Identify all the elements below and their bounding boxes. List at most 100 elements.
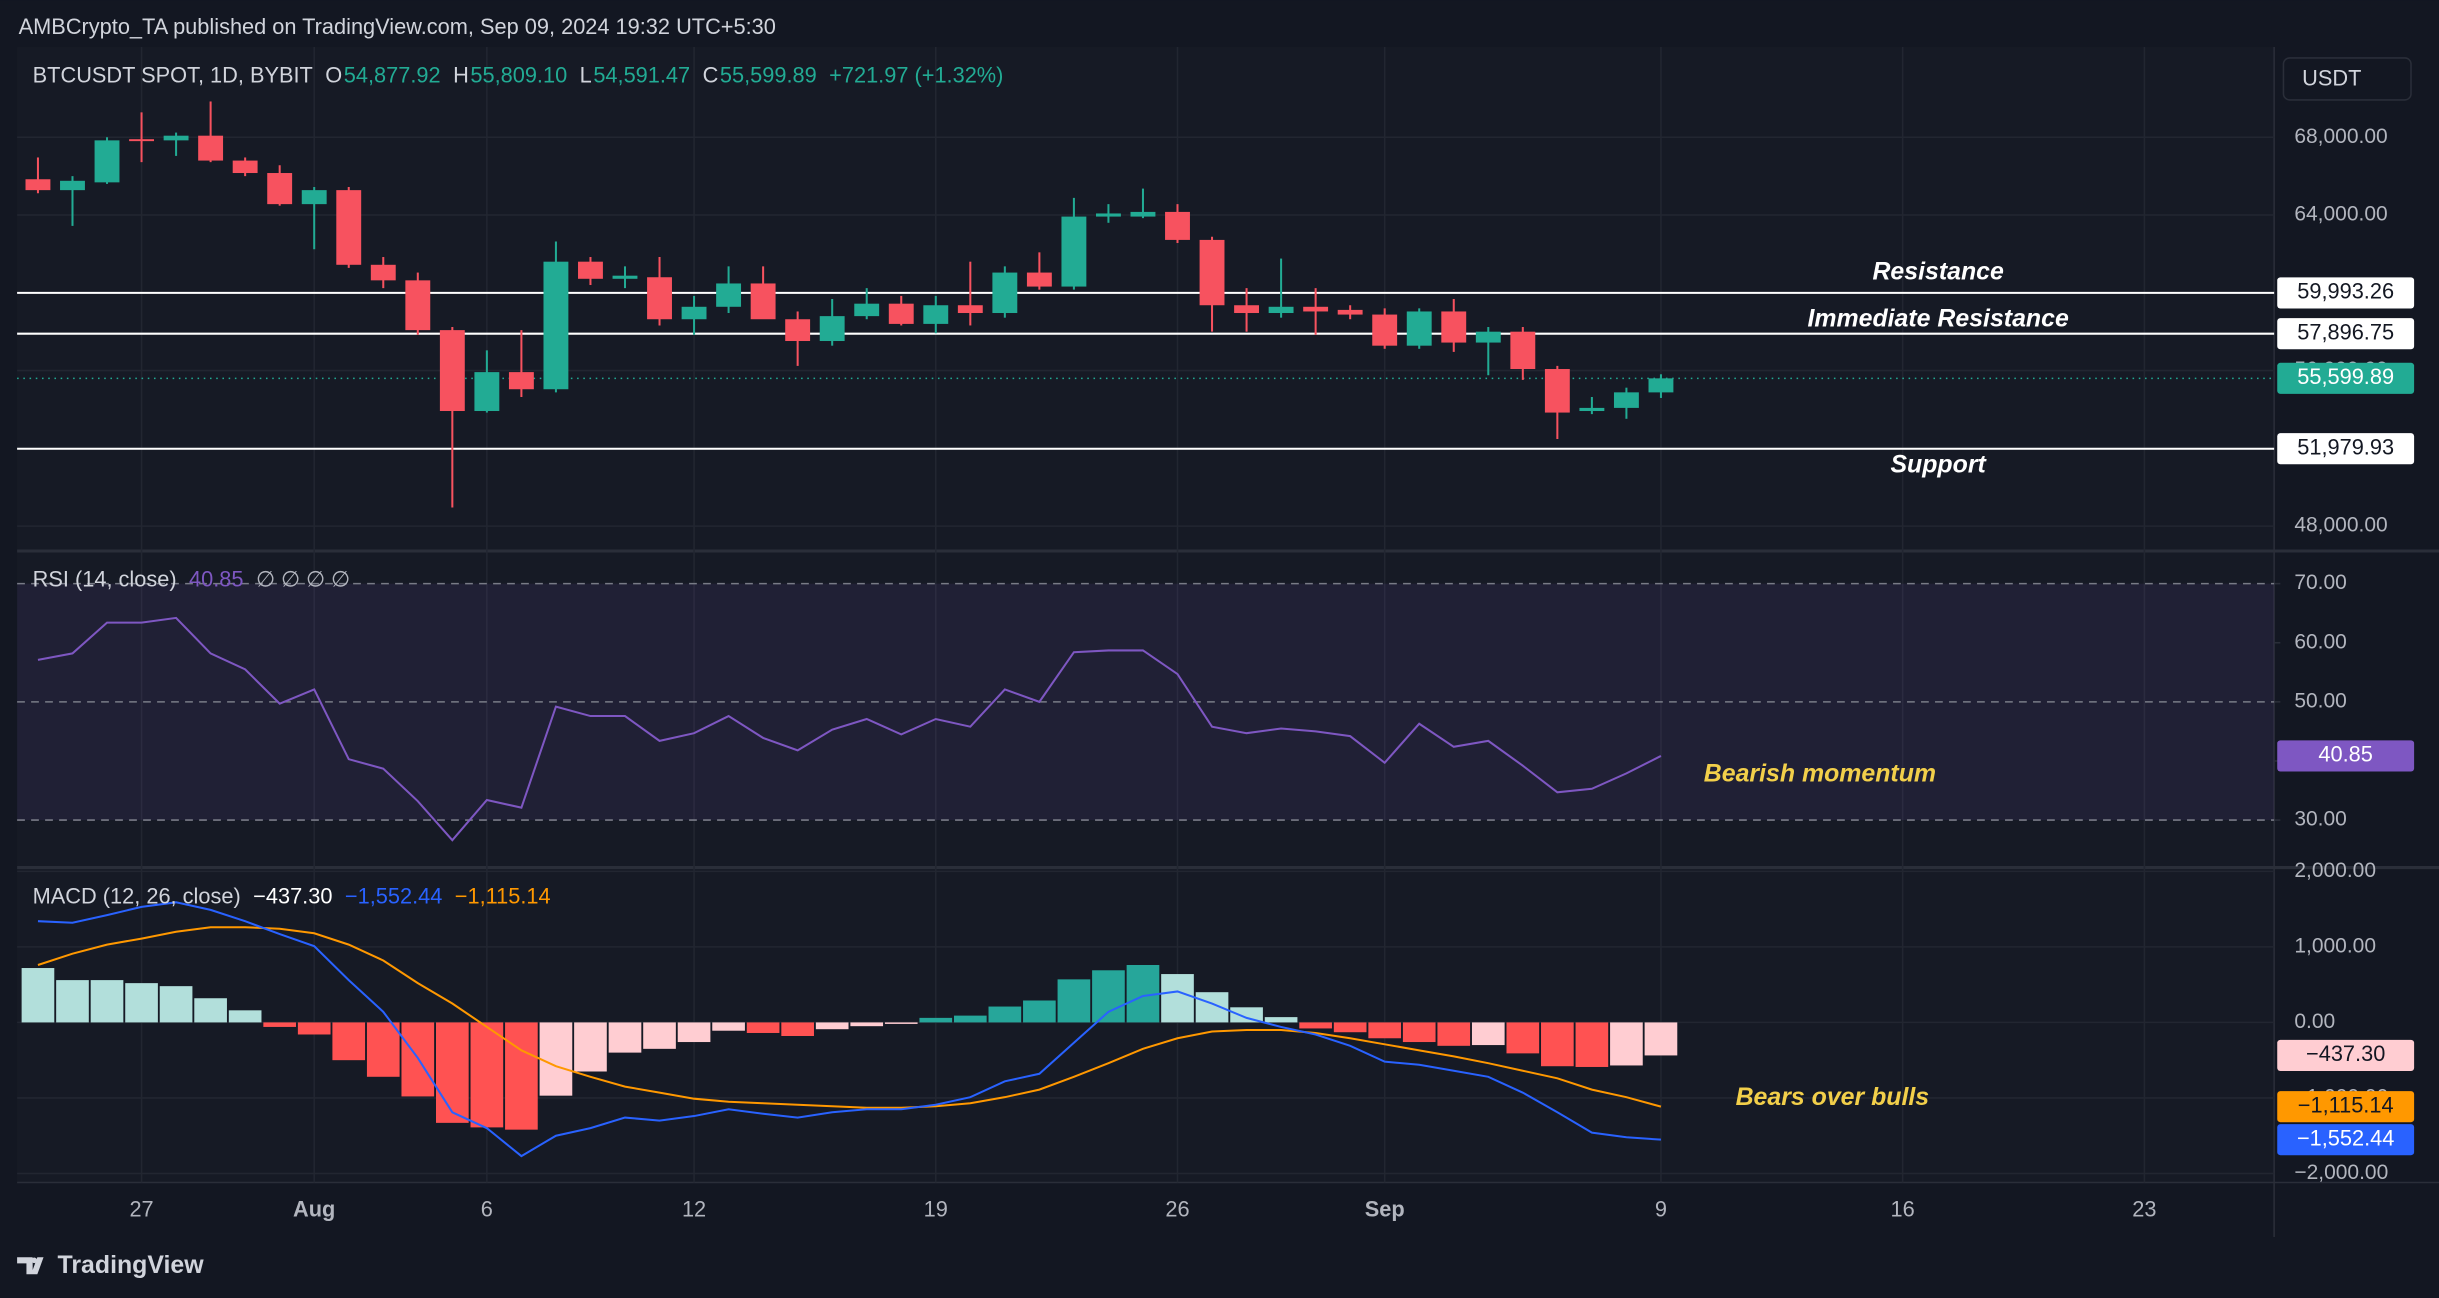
currency-label[interactable]: USDT — [2302, 65, 2361, 90]
candle-body — [1579, 407, 1605, 412]
candle-body — [1372, 314, 1398, 346]
macd-histogram-bar — [505, 1022, 538, 1130]
candle-body — [819, 316, 845, 342]
macd-legend: −1,552.44 — [345, 884, 442, 909]
axis-value-label: −1,552.44 — [2297, 1125, 2394, 1150]
y-tick-label: 60.00 — [2294, 630, 2347, 653]
candle-body — [232, 160, 258, 174]
candle-body — [1268, 306, 1294, 314]
brand-logo — [17, 1257, 44, 1275]
axis-value-box — [2277, 1039, 2415, 1071]
ohlc-key: O — [325, 62, 342, 87]
macd-histogram-bar — [1023, 1000, 1056, 1023]
candle-body — [1026, 272, 1052, 287]
macd-histogram-bar — [90, 980, 124, 1023]
macd-histogram-bar — [1299, 1022, 1332, 1029]
macd-histogram-bar — [643, 1022, 676, 1049]
annotation: Bearish momentum — [1704, 760, 1936, 788]
macd-legend: −437.30 — [253, 884, 332, 909]
x-tick-label: 26 — [1165, 1196, 1189, 1221]
candle-body — [1234, 305, 1260, 314]
candle-body — [1165, 211, 1190, 240]
macd-histogram-bar — [781, 1022, 814, 1037]
candle-body — [957, 305, 983, 314]
candle-body — [439, 330, 465, 412]
axis-value-box — [2277, 1091, 2415, 1123]
candle-body — [578, 261, 603, 279]
macd-histogram-bar — [712, 1022, 745, 1031]
axis-value-label: 51,979.93 — [2297, 434, 2394, 459]
candle-body — [1095, 213, 1121, 217]
macd-histogram-bar — [746, 1022, 780, 1033]
axis-value-box — [2277, 433, 2415, 465]
macd-histogram-bar — [194, 998, 227, 1023]
axis-value-label: 59,993.26 — [2297, 279, 2394, 304]
macd-histogram-bar — [1264, 1017, 1298, 1023]
candle-body — [888, 303, 914, 324]
macd-histogram-bar — [815, 1022, 849, 1030]
macd-histogram-bar — [1368, 1022, 1402, 1039]
macd-histogram-bar — [436, 1022, 469, 1123]
candle-body — [785, 319, 811, 342]
candle-body — [1648, 378, 1674, 393]
candle-body — [1475, 331, 1501, 343]
y-tick-label: 68,000.00 — [2294, 125, 2387, 148]
logo-dot — [31, 1257, 38, 1264]
y-tick-label: 64,000.00 — [2294, 203, 2387, 226]
axis-value-box — [2277, 362, 2415, 394]
axis-value-box — [2277, 318, 2415, 350]
macd-histogram-bar — [919, 1017, 953, 1023]
macd-legend: −1,115.14 — [455, 884, 551, 909]
macd-histogram-bar — [953, 1015, 987, 1023]
currency-button[interactable] — [2282, 57, 2412, 101]
x-tick-label: 9 — [1655, 1196, 1667, 1221]
logo-mark — [17, 1257, 44, 1275]
candle-body — [647, 277, 672, 320]
y-tick-label: 50.00 — [2294, 689, 2347, 712]
candle-body — [854, 303, 880, 317]
macd-histogram-bar — [297, 1022, 331, 1035]
candle-body — [1510, 331, 1536, 370]
x-tick-label: Sep — [1365, 1196, 1405, 1221]
candle-body — [301, 190, 327, 205]
candle-body — [405, 280, 431, 331]
ohlc-value: 55,809.10 — [470, 62, 567, 87]
macd-histogram-bar — [1402, 1022, 1436, 1043]
axis-value-label: 40.85 — [2318, 742, 2372, 767]
candle-body — [163, 135, 189, 141]
candle-body — [923, 305, 949, 324]
axis-value-label: 57,896.75 — [2297, 319, 2394, 344]
candle-body — [543, 261, 569, 390]
macd-histogram-bar — [125, 983, 158, 1023]
y-tick-label: 2,000.00 — [2294, 859, 2376, 882]
candle-body — [1441, 311, 1467, 343]
candle-body — [1337, 309, 1363, 315]
ohlc-key: L — [580, 62, 592, 87]
symbol-title: BTCUSDT SPOT, 1D, BYBIT — [33, 62, 313, 87]
candle-body — [60, 180, 85, 191]
x-tick-label: 23 — [2132, 1196, 2156, 1221]
ohlc-value: 54,877.92 — [344, 62, 441, 87]
axis-value-label: −437.30 — [2306, 1041, 2385, 1066]
candle-body — [612, 275, 638, 279]
macd-histogram-bar — [1092, 970, 1125, 1023]
price-change: +721.97 (+1.32%) — [829, 62, 1003, 87]
byline: AMBCrypto_TA published on TradingView.co… — [19, 14, 776, 39]
y-tick-label: 0.00 — [2294, 1010, 2335, 1033]
level-name: Resistance — [1872, 257, 2004, 285]
rsi-legend: RSI (14, close) — [33, 566, 177, 591]
candle-body — [1199, 239, 1225, 306]
x-tick-label: Aug — [293, 1196, 335, 1221]
candle-body — [508, 372, 534, 390]
macd-histogram-bar — [677, 1022, 711, 1043]
level-name: Immediate Resistance — [1807, 304, 2068, 332]
ohlc-value: 55,599.89 — [720, 62, 817, 87]
macd-line — [37, 901, 1662, 1158]
ohlc-key: C — [703, 62, 719, 87]
axis-value-label: 55,599.89 — [2297, 364, 2394, 389]
y-tick-label: 1,000.00 — [2294, 934, 2376, 957]
y-tick-label: −2,000.00 — [2294, 1161, 2388, 1184]
x-tick-label: 27 — [129, 1196, 153, 1221]
